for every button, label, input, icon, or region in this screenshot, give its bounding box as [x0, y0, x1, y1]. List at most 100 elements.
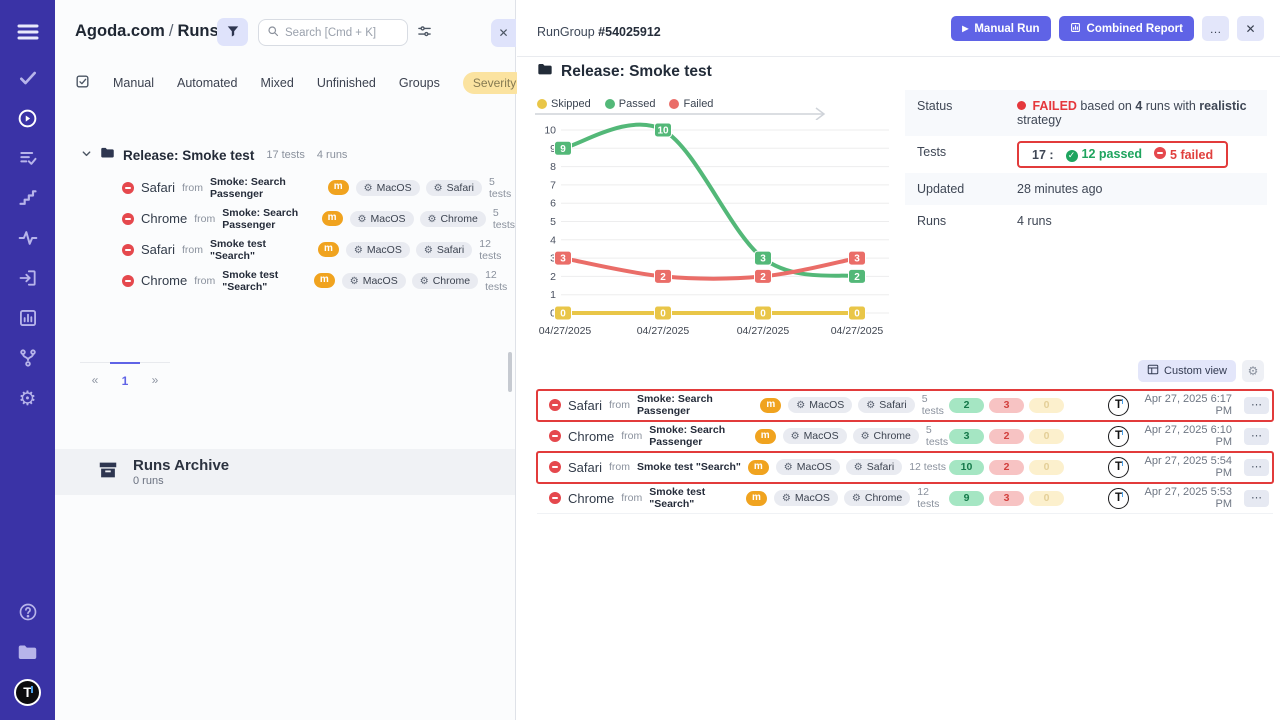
env-chip: Safari — [845, 459, 903, 475]
svg-text:8: 8 — [550, 161, 556, 173]
pagination-prev[interactable]: « — [91, 373, 99, 387]
env-badges: MacOS Safari — [355, 179, 483, 196]
branch-icon[interactable] — [0, 338, 55, 378]
skipped-count-pill: 0 — [1029, 490, 1064, 506]
tree-run-row[interactable]: Chrome from Smoke: Search Passenger m Ma… — [55, 203, 515, 234]
test-list-icon[interactable] — [0, 138, 55, 178]
run-tests-count: 12 tests — [917, 486, 940, 510]
manual-badge: m — [746, 490, 767, 506]
minus-circle-icon — [1154, 147, 1167, 159]
env-chip: MacOS — [355, 179, 420, 196]
row-more-button[interactable] — [1244, 489, 1269, 507]
tests-total: 17 : — [1032, 147, 1054, 162]
tab-mixed[interactable]: Mixed — [260, 76, 294, 90]
reports-chart-icon[interactable] — [0, 298, 55, 338]
breadcrumb-project[interactable]: Agoda.com — [75, 22, 165, 40]
tab-automated[interactable]: Automated — [177, 76, 238, 90]
status-failed-text: FAILED — [1032, 99, 1077, 113]
env-badges: MacOS Safari — [788, 397, 915, 413]
view-settings-gear-icon[interactable]: ⚙ — [1242, 360, 1264, 382]
run-group-tree-row[interactable]: Release: Smoke test 17 tests 4 runs — [81, 146, 347, 164]
svg-text:0: 0 — [760, 309, 766, 320]
svg-text:04/27/2025: 04/27/2025 — [737, 325, 790, 337]
env-chip: MacOS — [345, 241, 410, 258]
steps-stairs-icon[interactable] — [0, 178, 55, 218]
chevron-down-icon[interactable] — [81, 146, 92, 164]
row-more-button[interactable] — [1244, 458, 1269, 476]
projects-folder-icon[interactable] — [0, 632, 55, 672]
search-input[interactable] — [285, 26, 395, 39]
hamburger-menu-icon[interactable] — [0, 12, 55, 52]
search-box — [258, 19, 408, 46]
runs-value: 4 runs — [1017, 214, 1052, 228]
env-chip: MacOS — [341, 272, 406, 289]
pagination-page-1[interactable]: 1 — [110, 362, 140, 388]
tests-check-icon[interactable] — [0, 58, 55, 98]
pulse-activity-icon[interactable] — [0, 218, 55, 258]
row-more-button[interactable] — [1244, 427, 1269, 445]
run-row[interactable]: Safari from Smoke test "Search" m MacOS S… — [536, 451, 1274, 484]
passed-count-pill: 3 — [949, 428, 984, 444]
tab-unfinished[interactable]: Unfinished — [316, 76, 376, 90]
app-logo[interactable] — [0, 672, 55, 712]
manual-badge: m — [747, 459, 769, 475]
archive-box-icon — [97, 459, 119, 486]
skipped-count-pill: 0 — [1029, 459, 1064, 475]
tab-severity[interactable]: Severity — [462, 72, 527, 94]
user-avatar — [1108, 394, 1129, 416]
svg-text:6: 6 — [550, 198, 556, 210]
svg-text:04/27/2025: 04/27/2025 — [539, 325, 592, 337]
detail-title-text: Release: Smoke test — [561, 62, 712, 80]
run-row[interactable]: Chrome from Smoke: Search Passenger m Ma… — [537, 421, 1273, 452]
combined-report-button[interactable]: Combined Report — [1058, 16, 1194, 41]
env-badges: MacOS Chrome — [341, 272, 479, 289]
more-actions-button[interactable]: … — [1202, 16, 1229, 41]
run-date: Apr 27, 2025 5:53 PM — [1144, 486, 1232, 510]
settings-gear-icon[interactable]: ⚙ — [18, 387, 37, 410]
run-browser: Safari — [568, 397, 602, 413]
tree-run-row[interactable]: Safari from Smoke: Search Passenger m Ma… — [55, 172, 515, 203]
scrollbar-thumb[interactable] — [508, 352, 512, 392]
manual-run-button[interactable]: ▶ Manual Run — [951, 16, 1051, 41]
help-icon[interactable] — [0, 592, 55, 632]
runs-filter-tabs: Manual Automated Mixed Unfinished Groups… — [75, 72, 527, 94]
manual-badge: m — [760, 397, 782, 413]
svg-text:2: 2 — [760, 272, 766, 283]
runs-play-circle-icon[interactable] — [0, 98, 55, 138]
close-detail-button[interactable]: ✕ — [1237, 16, 1264, 41]
adjustments-sliders-icon[interactable] — [417, 24, 432, 44]
legend-item-skipped[interactable]: Skipped — [537, 98, 591, 110]
tab-groups[interactable]: Groups — [398, 76, 440, 90]
import-run-icon[interactable] — [0, 258, 55, 298]
env-badges: MacOS Safari — [345, 241, 473, 258]
summary-updated-row: Updated 28 minutes ago — [905, 173, 1267, 205]
legend-item-passed[interactable]: Passed — [604, 98, 655, 110]
pagination-next[interactable]: » — [151, 373, 159, 387]
status-text-2: runs with — [1145, 99, 1196, 113]
legend-dot-icon — [537, 99, 547, 109]
filter-button[interactable] — [217, 18, 248, 46]
custom-view-button[interactable]: Custom view — [1138, 360, 1236, 382]
svg-text:3: 3 — [560, 254, 566, 265]
run-row[interactable]: Safari from Smoke: Search Passenger m Ma… — [536, 389, 1274, 422]
row-more-button[interactable] — [1244, 396, 1269, 414]
env-badges: MacOS Chrome — [773, 490, 911, 506]
env-chip: MacOS — [775, 459, 840, 475]
failed-status-icon — [549, 492, 561, 504]
env-chip: Safari — [415, 241, 473, 258]
svg-text:1: 1 — [550, 289, 556, 301]
run-tests-count: 12 tests — [909, 461, 946, 473]
run-row[interactable]: Chrome from Smoke test "Search" m MacOS C… — [537, 483, 1273, 514]
env-badges: MacOS Safari — [775, 459, 903, 475]
runs-archive-row[interactable]: Runs Archive 0 runs — [55, 449, 515, 495]
panel-collapse-button[interactable]: ✕ — [491, 19, 516, 47]
tree-run-row[interactable]: Safari from Smoke test "Search" m MacOS S… — [55, 234, 515, 265]
app-sidebar: ⚙ — [0, 0, 55, 720]
tree-run-row[interactable]: Chrome from Smoke test "Search" m MacOS C… — [55, 265, 515, 296]
legend-item-failed[interactable]: Failed — [669, 98, 713, 110]
failed-status-icon — [122, 181, 134, 194]
tab-manual[interactable]: Manual — [113, 76, 154, 90]
run-source-suite: Smoke: Search Passenger — [649, 424, 726, 448]
select-all-icon[interactable] — [75, 74, 90, 92]
svg-text:04/27/2025: 04/27/2025 — [637, 325, 690, 337]
